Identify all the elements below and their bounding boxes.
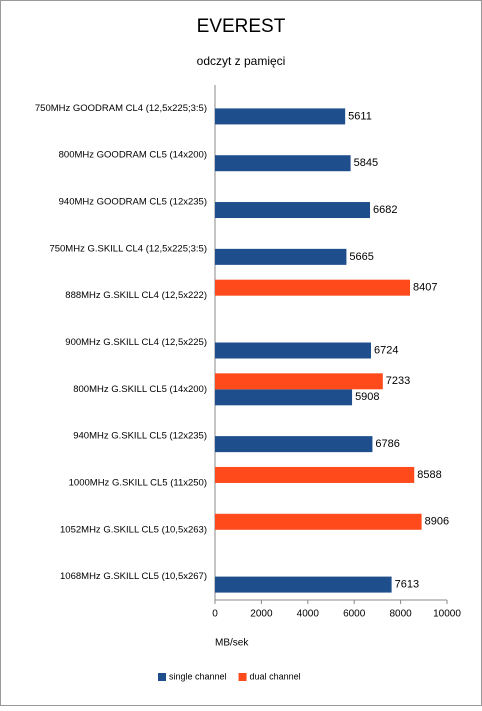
legend-label: single channel [169, 671, 227, 681]
value-label: 5665 [349, 251, 373, 263]
y-tick-label: 1052MHz G.SKILL CL5 (10,5x263) [60, 524, 207, 535]
x-tick-label: 8000 [389, 609, 412, 620]
legend-swatch [238, 673, 247, 681]
value-label: 7233 [386, 375, 410, 387]
y-tick-label: 800MHz GOODRAM CL5 (14x200) [59, 150, 207, 161]
bar [215, 576, 392, 593]
value-label: 5908 [355, 391, 379, 403]
x-tick-label: 2000 [250, 609, 273, 620]
bar [215, 202, 371, 219]
y-tick-label: 800MHz G.SKILL CL5 (14x200) [73, 384, 207, 395]
value-label: 7613 [395, 578, 419, 590]
value-label: 8407 [413, 282, 437, 294]
y-tick-label: 750MHz G.SKILL CL4 (12,5x225;3:5) [49, 243, 207, 254]
x-tick-label: 4000 [297, 609, 320, 620]
bar [215, 279, 411, 296]
legend-swatch [158, 673, 166, 681]
x-tick-label: 0 [212, 609, 218, 620]
bar [215, 513, 422, 530]
x-axis-label: MB/sek [215, 638, 249, 649]
bar [215, 436, 373, 453]
x-tick-label: 6000 [343, 609, 366, 620]
bar [215, 466, 415, 483]
y-tick-label: 900MHz G.SKILL CL4 (12,5x225) [65, 337, 207, 348]
value-label: 5845 [354, 157, 378, 169]
chart-title: EVEREST [197, 16, 286, 37]
y-tick-label: 940MHz GOODRAM CL5 (12x235) [59, 197, 207, 208]
bar [215, 155, 351, 172]
y-tick-label: 750MHz GOODRAM CL4 (12,5x225;3:5) [35, 103, 207, 114]
bar [215, 248, 347, 265]
bar [215, 108, 346, 125]
value-label: 6786 [375, 438, 399, 450]
y-tick-label: 940MHz G.SKILL CL5 (12x235) [73, 431, 207, 442]
value-label: 5611 [348, 110, 372, 122]
bar [215, 342, 371, 359]
y-tick-label: 1000MHz G.SKILL CL5 (11x250) [69, 477, 207, 488]
bar [215, 389, 353, 406]
x-tick-label: 10000 [433, 609, 461, 620]
y-tick-label: 888MHz G.SKILL CL4 (12,5x222) [65, 290, 207, 301]
value-label: 8588 [417, 469, 441, 481]
legend-label: dual channel [250, 671, 301, 681]
value-label: 6682 [373, 204, 397, 216]
chart-subtitle: odczyt z pamięci [197, 54, 286, 68]
bar [215, 373, 383, 390]
value-label: 8906 [425, 516, 449, 528]
y-tick-label: 1068MHz G.SKILL CL5 (10,5x267) [60, 571, 207, 582]
value-label: 6724 [374, 344, 398, 356]
